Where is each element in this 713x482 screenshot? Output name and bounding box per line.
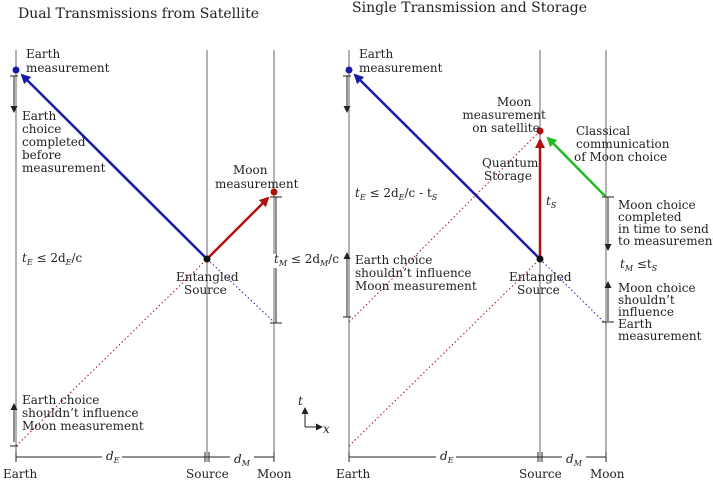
right-moon-satellite-label: Moon measurement on satellite: [462, 95, 549, 135]
right-moon-choice-label: Moon choice completed in time to send to…: [618, 198, 713, 248]
left-tM-label: tM ≤ 2dM/c: [274, 252, 339, 268]
left-axis-source: Source: [186, 467, 229, 481]
right-blue-dotted: [539, 258, 607, 325]
left-moon-measurement-dot: [270, 188, 278, 196]
left-earth-measurement-dot: [12, 66, 20, 74]
right-dM-label: dM: [566, 452, 583, 468]
right-axis-moon: Moon: [590, 467, 625, 481]
t-axis-label: t: [298, 394, 303, 408]
right-classical-label: Classical communication of Moon choice: [574, 124, 673, 164]
right-source-label: Entangled Source: [509, 270, 575, 297]
left-earth-influence-label: Earth choice shouldn’t influence Moon me…: [22, 393, 144, 433]
right-earth-measurement-dot: [345, 66, 353, 74]
left-title: Dual Transmissions from Satellite: [18, 6, 259, 22]
right-moon-measurement-dot: [536, 127, 544, 135]
right-red-dotted-upper: [348, 130, 541, 323]
right-earth-measurement-label: Earth measurement: [359, 47, 443, 75]
right-earth-influence-label: Earth choice shouldn’t influence Moon me…: [355, 253, 477, 293]
right-axis-source: Source: [519, 467, 562, 481]
right-quantum-label: Quantum Storage: [482, 156, 542, 183]
right-tE-label: tE ≤ 2dE/c - tS: [355, 186, 438, 202]
right-tM-label: tM ≤tS: [620, 257, 658, 273]
left-axis-earth: Earth: [3, 467, 37, 481]
x-axis-label: x: [323, 422, 330, 436]
left-earth-choice-label: Earth choice completed before measuremen…: [22, 109, 106, 175]
left-blue-signal: [20, 73, 208, 260]
left-dE-label: dE: [106, 449, 120, 465]
left-red-dotted: [15, 258, 208, 447]
right-title: Single Transmission and Storage: [352, 0, 587, 16]
left-red-signal: [206, 196, 270, 260]
right-green-classical: [546, 136, 606, 197]
left-blue-dotted: [206, 258, 275, 323]
right-source-dot: [536, 255, 544, 263]
right-dE-label: dE: [440, 449, 454, 465]
left-dM-label: dM: [234, 452, 251, 468]
left-tE-label: tE ≤ 2dE/c: [22, 251, 83, 267]
right-axis-earth: Earth: [336, 467, 370, 481]
left-source-dot: [203, 255, 211, 263]
left-source-label: Entangled Source: [176, 270, 242, 297]
left-moon-measurement-label: Moon measurement: [215, 163, 299, 191]
right-moon-influence-label: Moon choice shouldn’t influence Earth me…: [618, 281, 702, 343]
right-blue-signal: [353, 73, 541, 260]
left-earth-measurement-label: Earth measurement: [26, 47, 110, 75]
left-axis-moon: Moon: [257, 467, 292, 481]
right-tS-label: tS: [546, 194, 557, 210]
right-red-dotted-lower: [348, 258, 541, 447]
